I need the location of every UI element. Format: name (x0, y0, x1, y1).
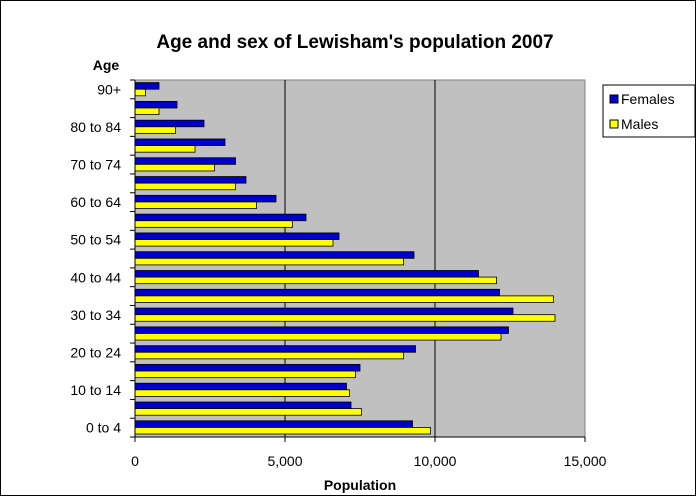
bar-females-0 (134, 420, 413, 428)
x-tick-label: 0 (131, 453, 139, 469)
bar-males-14 (134, 163, 215, 172)
y-tick-label: 70 to 74 (70, 157, 121, 173)
bar-females-18 (134, 82, 160, 90)
y-tick-label: 10 to 14 (70, 382, 121, 398)
bar-females-17 (134, 100, 178, 109)
bar-females-7 (134, 288, 500, 297)
bar-males-10 (134, 239, 334, 247)
chart-title: Age and sex of Lewisham's population 200… (156, 32, 553, 53)
bar-males-16 (134, 126, 176, 134)
x-tick-label: 15,000 (564, 453, 607, 469)
bar-females-5 (134, 326, 509, 334)
y-tick-label: 90+ (97, 81, 121, 97)
bar-females-16 (134, 119, 205, 128)
legend-swatch-females (609, 94, 619, 104)
y-tick-label: 20 to 24 (70, 344, 121, 360)
legend-label-males: Males (621, 116, 658, 132)
x-axis-title: Population (324, 477, 396, 493)
bar-males-12 (134, 201, 257, 209)
bar-males-8 (134, 276, 497, 285)
bar-males-18 (134, 88, 146, 97)
bar-females-4 (134, 345, 416, 353)
bar-females-9 (134, 251, 415, 259)
bar-females-8 (134, 270, 479, 278)
bar-males-3 (134, 370, 356, 379)
bar-males-7 (134, 295, 554, 303)
bar-females-10 (134, 232, 340, 240)
bar-females-2 (134, 382, 347, 391)
y-axis-title: Age (93, 57, 120, 73)
bar-females-15 (134, 138, 226, 146)
legend-swatch-males (609, 119, 619, 129)
bar-males-1 (134, 408, 362, 416)
bar-males-2 (134, 389, 350, 397)
bar-males-0 (134, 427, 431, 435)
y-tick-label: 80 to 84 (70, 119, 121, 135)
y-ticks: 0 to 4 10 to 14 20 to 24 30 to 34 40 to 44 50… (70, 79, 135, 438)
bar-females-6 (134, 307, 514, 316)
bar-females-3 (134, 364, 361, 372)
legend-label-females: Females (621, 91, 675, 107)
y-tick-label: 60 to 64 (70, 194, 121, 210)
y-tick-label: 30 to 34 (70, 307, 121, 323)
bar-females-11 (134, 213, 307, 222)
y-tick-label: 0 to 4 (86, 420, 121, 436)
y-tick-label: 50 to 54 (70, 232, 121, 248)
bar-females-1 (134, 401, 352, 410)
bar-males-9 (134, 257, 404, 266)
bar-females-14 (134, 157, 236, 165)
bar-males-4 (134, 351, 404, 360)
legend: Females Males (602, 84, 696, 138)
x-ticks: 0 5,000 10,000 15,000 (131, 437, 607, 469)
bar-males-5 (134, 333, 502, 341)
bar-males-17 (134, 107, 160, 115)
bar-females-13 (134, 176, 247, 184)
bar-males-11 (134, 220, 293, 228)
bar-males-15 (134, 145, 196, 153)
bar-females-12 (134, 194, 277, 203)
bar-males-6 (134, 314, 556, 322)
y-tick-label: 40 to 44 (70, 269, 121, 285)
x-tick-label: 10,000 (414, 453, 457, 469)
x-tick-label: 5,000 (267, 453, 302, 469)
bar-males-13 (134, 182, 236, 191)
